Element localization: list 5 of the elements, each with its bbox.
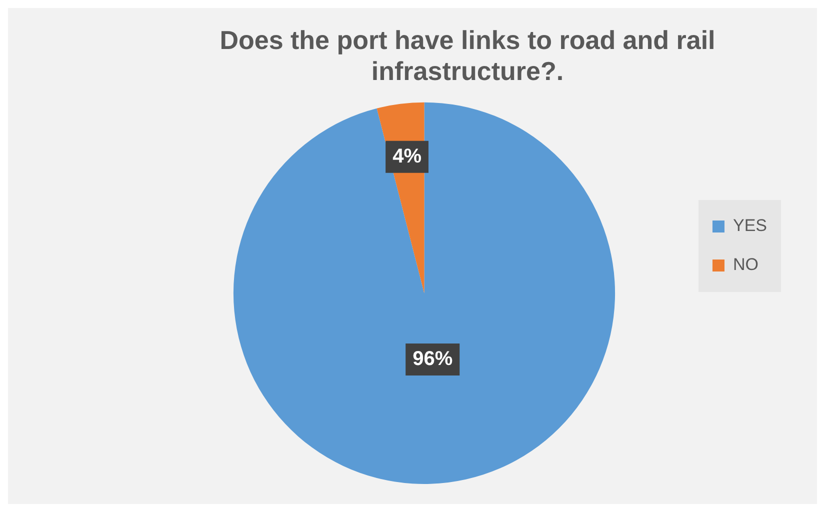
chart-title: Does the port have links to road and rail infrastructure?. bbox=[220, 24, 716, 86]
legend-label: YES bbox=[732, 216, 768, 236]
data-label: 4% bbox=[392, 145, 422, 168]
legend-label: NO bbox=[732, 255, 758, 274]
data-label: 96% bbox=[412, 348, 453, 370]
